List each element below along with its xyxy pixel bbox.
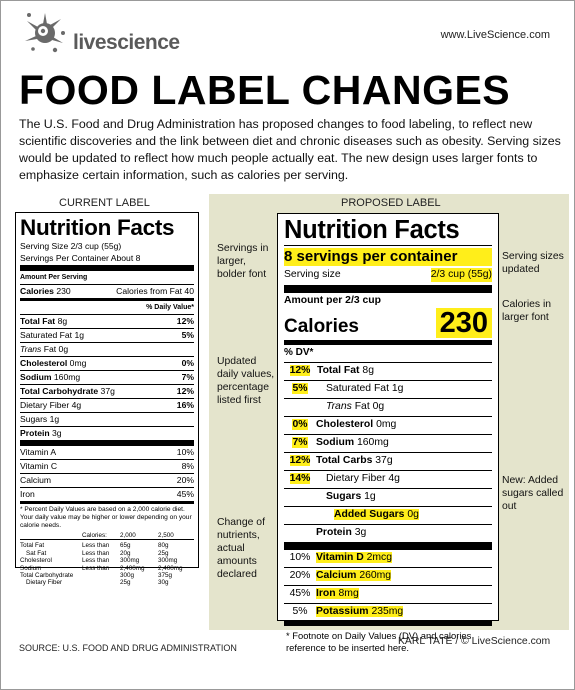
current-row-vitamin-c: Vitamin C 8% — [20, 459, 194, 471]
current-amount-per: Amount Per Serving — [20, 265, 194, 284]
author-credit: KARL TATE / © LiveScience.com — [398, 636, 551, 647]
current-row-total-fat: Total Fat 8g 12% — [20, 314, 194, 326]
current-row-trans-fat: Trans Fat 0g — [20, 342, 194, 356]
note-daily-values: Updated daily values, percentage listed … — [217, 356, 275, 406]
page-title: FOOD LABEL CHANGES — [19, 67, 511, 113]
current-label: Nutrition Facts Serving Size 2/3 cup (55… — [15, 212, 199, 586]
current-servings-per: Servings Per Container About 8 — [20, 253, 141, 263]
current-footnote: * Percent Daily Values are based on a 2,… — [20, 501, 194, 530]
proposed-row-cholesterol: 0% Cholesterol 0mg — [284, 415, 492, 434]
proposed-row-added-sugars: Added Sugars 0g — [284, 505, 492, 524]
proposed-row-sodium: 7% Sodium 160mg — [284, 433, 492, 452]
current-dv-header: % Daily Value* — [20, 298, 194, 314]
current-label-heading: CURRENT LABEL — [59, 197, 150, 209]
proposed-row-total-fat: 12% Total Fat 8g — [284, 361, 492, 380]
current-row-sat-fat: Saturated Fat 1g 5% — [20, 328, 194, 340]
proposed-serving-size-row: Serving size 2/3 cup (55g) — [284, 267, 492, 282]
proposed-label-heading: PROPOSED LABEL — [341, 197, 441, 209]
current-row-sodium: Sodium 160mg 7% — [20, 370, 194, 382]
proposed-row-total-carbs: 12% Total Carbs 37g — [284, 451, 492, 470]
proposed-servings-row: 8 servings per container — [284, 245, 492, 266]
proposed-row-protein: Protein 3g — [284, 523, 492, 542]
current-row-total-carb: Total Carbohydrate 37g 12% — [20, 384, 194, 396]
proposed-row-fiber: 14% Dietary Fiber 4g — [284, 469, 492, 488]
proposed-footnote: * Footnote on Daily Values (DV) and calo… — [284, 620, 492, 654]
note-added-sugars: New: Added sugars called out — [502, 475, 564, 512]
proposed-row-vitamin-d: 10% Vitamin D 2mcg — [284, 541, 492, 567]
proposed-row-calcium: 20% Calcium 260mg — [284, 566, 492, 585]
proposed-calories-block: Amount per 2/3 cup Calories 230 — [284, 284, 492, 340]
proposed-row-potassium: 5% Potassium 235mg — [284, 602, 492, 621]
current-serving-size: Serving Size 2/3 cup (55g) — [20, 241, 122, 251]
proposed-row-trans-fat: Trans Fat 0g — [284, 397, 492, 416]
site-url[interactable]: www.LiveScience.com — [440, 29, 550, 41]
current-footnote-table: Total Fat Less than 65g 80g Sat Fat Less tha… — [20, 542, 183, 587]
proposed-row-sat-fat: 5% Saturated Fat 1g — [284, 379, 492, 398]
source-credit: SOURCE: U.S. FOOD AND DRUG ADMINISTRATIO… — [19, 643, 237, 653]
current-row-vitamin-a: Vitamin A 10% — [20, 440, 194, 459]
current-row-sugars: Sugars 1g — [20, 412, 194, 426]
current-row-cholesterol: Cholesterol 0mg 0% — [20, 356, 194, 368]
current-row-fiber: Dietary Fiber 4g 16% — [20, 398, 194, 410]
current-row-protein: Protein 3g — [20, 426, 194, 440]
current-nf-title: Nutrition Facts — [20, 215, 175, 240]
logo-text: livescience — [73, 31, 180, 54]
proposed-nf-title: Nutrition Facts — [284, 216, 460, 244]
current-calories-row: Calories 230 Calories from Fat 40 — [20, 284, 194, 296]
proposed-dv-header: % DV* — [284, 339, 492, 362]
current-footnote-table-header: Calories: 2,000 2,500 — [20, 532, 194, 541]
intro-text: The U.S. Food and Drug Administration ha… — [19, 117, 561, 182]
current-row-iron: Iron 45% — [20, 487, 194, 499]
proposed-label: Nutrition Facts 8 servings per container… — [277, 213, 499, 653]
proposed-row-iron: 45% Iron 8mg — [284, 584, 492, 603]
current-row-calcium: Calcium 20% — [20, 473, 194, 485]
splat-icon — [25, 13, 65, 53]
note-serving-sizes: Serving sizes updated — [502, 251, 564, 275]
livescience-logo[interactable]: livescience — [21, 9, 180, 54]
proposed-row-sugars: Sugars 1g — [284, 487, 492, 506]
note-servings: Servings in larger, bolder font — [217, 243, 269, 280]
note-calories: Calories in larger font — [502, 299, 552, 323]
note-nutrients: Change of nutrients, actual amounts decl… — [217, 517, 265, 580]
